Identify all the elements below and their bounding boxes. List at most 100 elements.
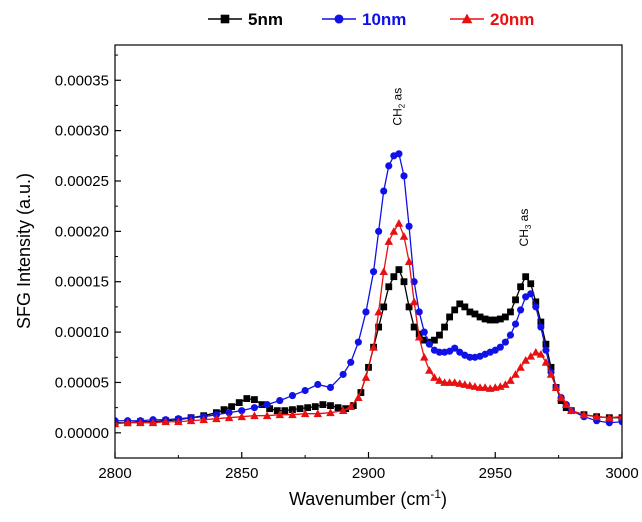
y-tick-label: 0.00000: [55, 425, 109, 442]
legend-marker: [220, 14, 230, 24]
y-axis: 0.00000 0.00005 0.00010 0.00015 0.00020 0.000…: [55, 54, 121, 442]
data-point: [220, 406, 228, 414]
data-point: [375, 323, 383, 331]
data-point: [556, 393, 566, 401]
data-point: [496, 315, 504, 323]
data-point: [541, 358, 551, 366]
data-point: [425, 340, 433, 348]
data-point: [115, 419, 120, 428]
legend-marker: [334, 14, 344, 24]
data-point: [370, 268, 378, 276]
data-point: [506, 376, 515, 384]
data-point: [532, 303, 540, 311]
data-point: [435, 348, 444, 356]
data-point: [385, 283, 393, 291]
data-point: [289, 406, 296, 414]
data-point: [507, 308, 514, 316]
data-point: [262, 411, 272, 420]
data-point: [537, 323, 545, 331]
data-point: [400, 278, 408, 286]
series-5nm: [115, 266, 622, 427]
data-point: [526, 352, 535, 360]
y-tick-label: 0.00010: [55, 324, 109, 341]
data-point: [461, 303, 469, 311]
data-point: [527, 280, 535, 288]
data-point: [460, 380, 470, 388]
data-point: [338, 406, 348, 415]
data-point: [250, 411, 259, 420]
data-point: [446, 313, 454, 321]
data-point: [380, 187, 388, 195]
legend-marker: [461, 13, 473, 24]
data-point: [405, 303, 413, 311]
data-point: [389, 227, 399, 235]
y-tick-label: 0.00005: [55, 374, 109, 391]
series-20nm: [115, 219, 622, 428]
data-point: [471, 310, 479, 318]
data-point: [476, 313, 484, 321]
data-point: [491, 316, 499, 324]
data-point: [561, 400, 571, 409]
data-point: [136, 418, 145, 427]
data-point: [379, 267, 388, 276]
plot-frame: [114, 44, 623, 459]
data-point: [579, 410, 589, 419]
data-point: [501, 313, 509, 321]
data-point: [339, 370, 347, 378]
data-point: [409, 297, 419, 306]
data-point: [385, 162, 393, 170]
data-point: [346, 402, 356, 411]
data-point: [288, 410, 297, 419]
data-point: [480, 383, 490, 391]
data-point: [456, 300, 464, 308]
x-tick-label: 3000: [605, 465, 638, 482]
series-10nm: [115, 150, 622, 427]
data-point: [450, 378, 459, 386]
data-point: [258, 401, 266, 409]
data-point: [517, 306, 525, 314]
data-point: [311, 403, 319, 411]
data-point: [281, 407, 289, 415]
data-point: [161, 417, 170, 426]
data-point: [395, 150, 403, 158]
data-point: [313, 409, 323, 418]
data-point: [275, 410, 285, 419]
x-tick-label: 2950: [479, 465, 512, 482]
data-point: [486, 316, 494, 324]
data-point: [334, 404, 342, 412]
legend-label: 20nm: [490, 10, 534, 29]
legend-entry: 5nm: [208, 10, 283, 29]
data-point: [123, 418, 132, 427]
data-point: [511, 320, 520, 328]
data-point: [276, 397, 284, 405]
x-axis: 2800 2850 2900 2950 3000: [98, 452, 639, 482]
data-point: [466, 308, 474, 316]
data-point: [567, 406, 576, 415]
data-point: [517, 283, 524, 291]
data-point: [405, 222, 413, 230]
data-point: [374, 307, 383, 316]
data-point: [380, 303, 388, 311]
y-axis-title: SFG Intensity (a.u.): [14, 173, 34, 329]
legend-entry: 20nm: [450, 10, 534, 29]
data-point: [250, 404, 258, 412]
series-line-20nm: [115, 221, 622, 425]
data-point: [451, 306, 459, 314]
data-point: [420, 353, 429, 361]
x-tick-label: 2900: [352, 465, 385, 482]
legend-label: 10nm: [362, 10, 406, 29]
data-point: [300, 409, 310, 418]
data-point: [251, 396, 258, 403]
data-point: [532, 298, 540, 306]
data-point: [506, 331, 515, 339]
data-point: [501, 338, 509, 346]
data-point: [375, 227, 383, 235]
data-point: [404, 257, 414, 265]
data-point: [435, 376, 444, 384]
data-point: [451, 344, 459, 352]
data-point: [436, 331, 443, 339]
data-point: [228, 403, 236, 411]
data-point: [441, 323, 448, 331]
y-tick-label: 0.00015: [55, 274, 109, 291]
x-tick-label: 2800: [98, 465, 131, 482]
